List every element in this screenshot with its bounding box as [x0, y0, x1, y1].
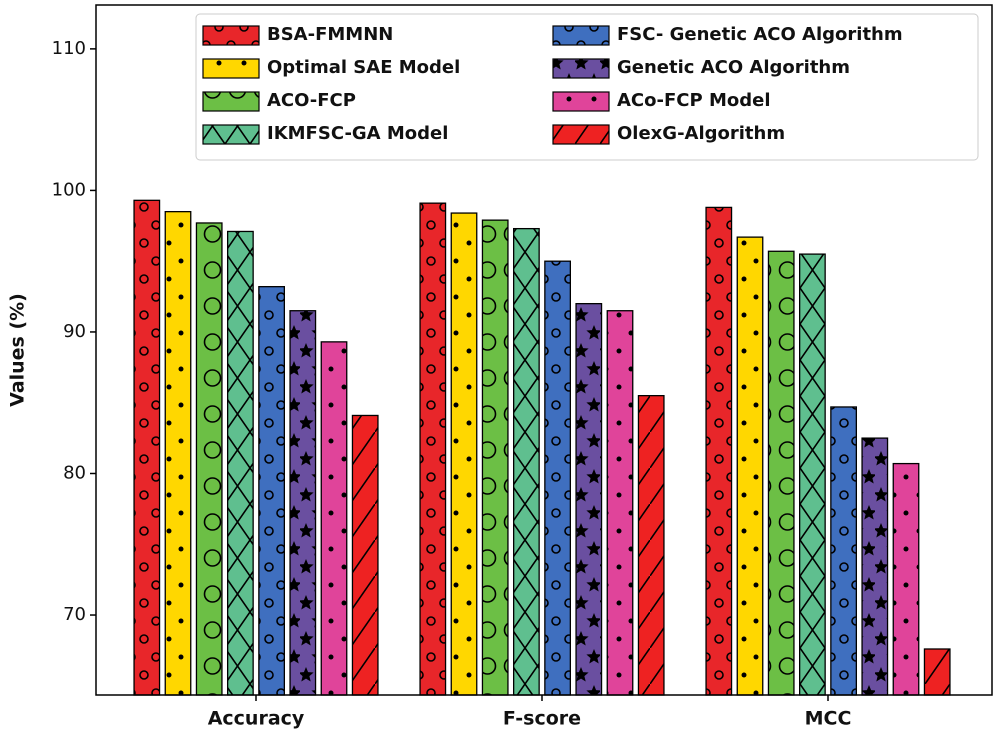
x-tick-label: F-score: [503, 708, 581, 730]
bar: [289, 310, 317, 696]
y-tick-label: 90: [63, 321, 86, 342]
legend-label: Genetic ACO Algorithm: [617, 57, 850, 78]
bar: [450, 212, 478, 696]
legend-label: IKMFSC-GA Model: [267, 123, 448, 144]
bar: [481, 219, 509, 696]
legend-swatch: [202, 25, 260, 46]
legend-swatch: [552, 124, 610, 145]
bar: [258, 286, 286, 696]
bar: [419, 202, 447, 696]
legend-swatch: [202, 124, 260, 145]
bar: [861, 437, 889, 696]
legend-label: OlexG-Algorithm: [617, 123, 785, 144]
y-axis-label: Values (%): [7, 293, 29, 407]
y-tick-label: 80: [63, 462, 86, 483]
legend-swatch: [552, 58, 610, 79]
legend-swatch: [202, 58, 260, 79]
bar: [767, 250, 795, 696]
x-tick-label: MCC: [805, 708, 852, 730]
bar: [606, 310, 634, 696]
bar: [830, 406, 857, 696]
legend-label: ACo-FCP Model: [617, 90, 770, 111]
bar: [892, 462, 920, 696]
bar: [320, 341, 348, 696]
y-tick-label: 70: [63, 604, 86, 625]
bar: [705, 206, 733, 696]
bar: [133, 199, 161, 696]
bar: [195, 222, 223, 696]
bar: [575, 302, 603, 696]
bar: [799, 253, 826, 696]
legend-label: FSC- Genetic ACO Algorithm: [617, 24, 903, 45]
bar: [513, 227, 540, 696]
bar: [637, 394, 665, 696]
bar: [351, 414, 379, 696]
legend-swatch: [552, 91, 610, 112]
legend-label: ACO-FCP: [267, 90, 356, 111]
y-tick-label: 100: [52, 179, 86, 200]
legend-box: [195, 13, 979, 161]
bar: [164, 210, 192, 696]
bar: [923, 648, 951, 696]
legend-label: BSA-FMMNN: [267, 24, 393, 45]
y-tick-label: 110: [52, 38, 86, 59]
legend-swatch: [202, 91, 260, 112]
legend-swatch: [552, 25, 610, 46]
legend-label: Optimal SAE Model: [267, 57, 460, 78]
x-tick-label: Accuracy: [208, 708, 305, 730]
bar: [736, 236, 764, 696]
plot-frame: [95, 4, 993, 696]
bar: [226, 230, 254, 696]
bar: [544, 260, 571, 696]
